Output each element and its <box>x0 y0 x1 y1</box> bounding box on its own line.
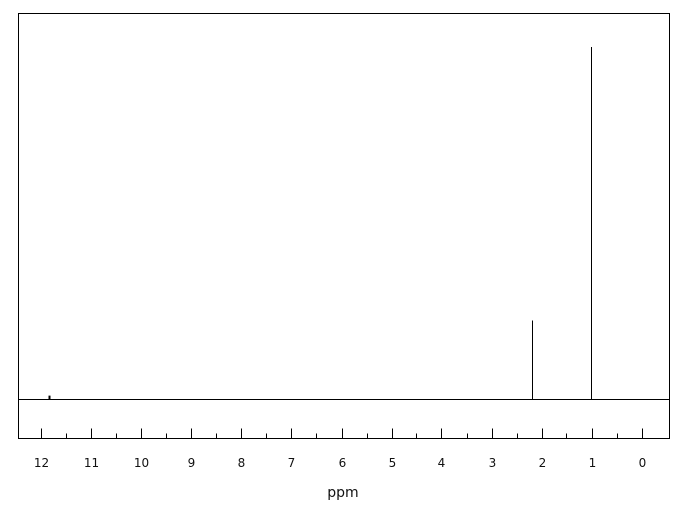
x-tick-label: 1 <box>589 456 597 470</box>
x-tick-label: 2 <box>539 456 547 470</box>
x-tick-label: 9 <box>188 456 196 470</box>
x-tick-label: 0 <box>639 456 647 470</box>
x-tick-label: 5 <box>389 456 397 470</box>
x-tick-label: 12 <box>34 456 49 470</box>
peaks-layer <box>48 47 592 400</box>
x-tick-label: 11 <box>84 456 99 470</box>
plot-frame <box>18 13 670 439</box>
x-axis-ticks <box>41 428 643 439</box>
x-tick-label: 3 <box>489 456 497 470</box>
x-tick-label: 7 <box>288 456 296 470</box>
x-axis-label: ppm <box>327 485 358 501</box>
x-axis-tick-labels: 12 11 10 9 8 7 6 5 4 3 2 1 0 <box>34 456 646 470</box>
x-tick-label: 6 <box>339 456 347 470</box>
x-tick-label: 8 <box>238 456 246 470</box>
x-tick-label: 4 <box>438 456 446 470</box>
x-tick-label: 10 <box>134 456 149 470</box>
